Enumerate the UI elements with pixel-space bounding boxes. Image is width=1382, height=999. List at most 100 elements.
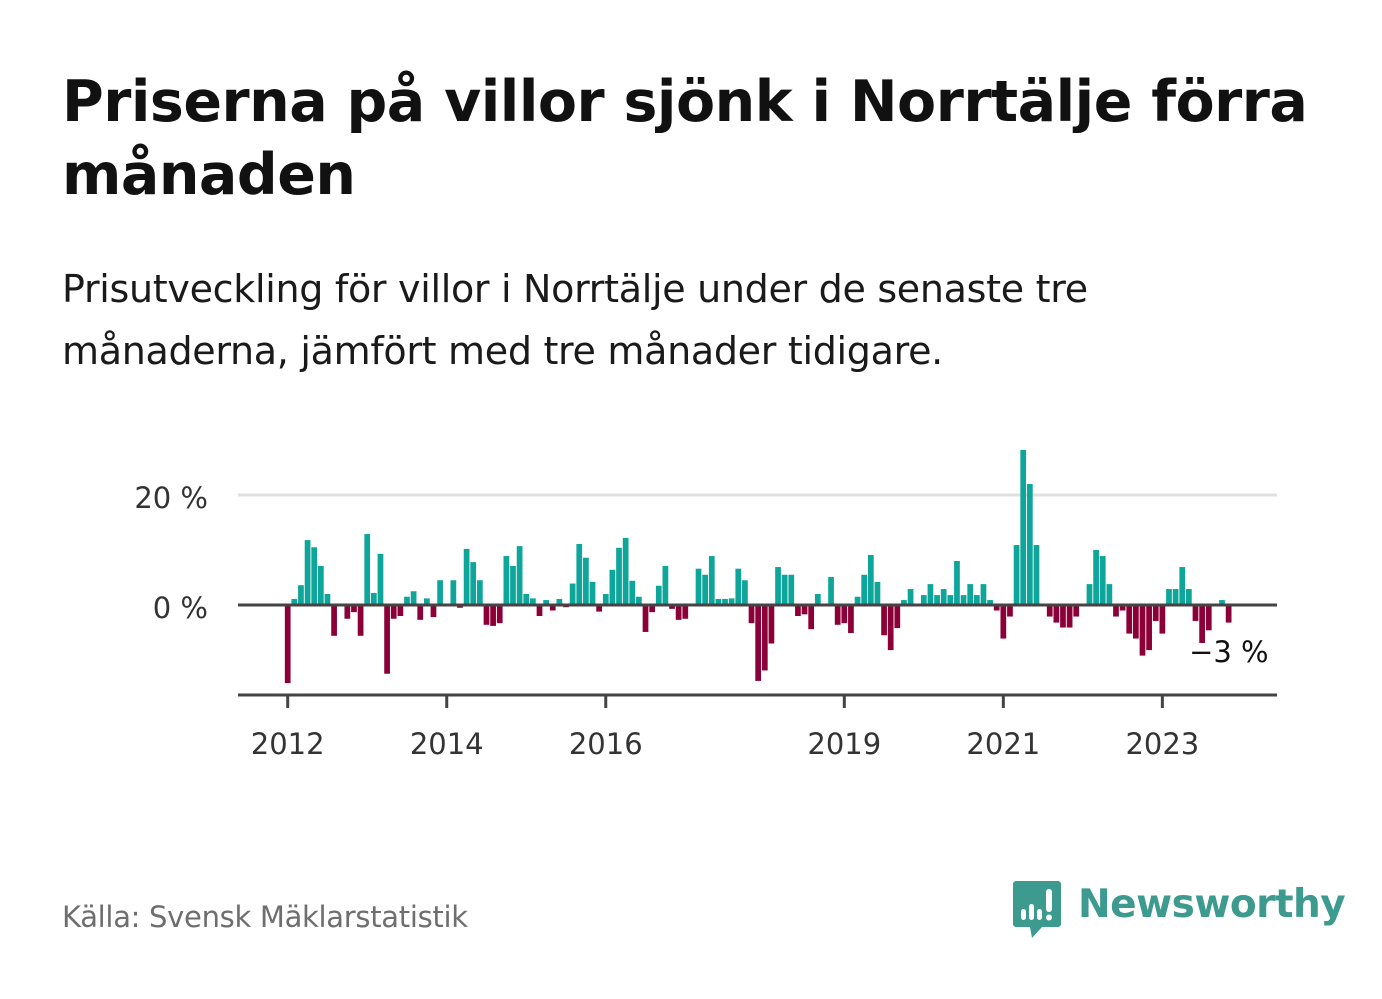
bar	[894, 605, 901, 629]
bar	[1113, 605, 1119, 617]
bar	[589, 581, 596, 605]
bar	[1219, 600, 1225, 605]
bar	[423, 598, 430, 605]
bar	[410, 591, 417, 605]
bar	[291, 598, 298, 605]
x-tick-label: 2016	[569, 727, 643, 761]
bar	[622, 537, 629, 605]
bar	[775, 567, 781, 605]
bar	[887, 605, 894, 651]
bar	[1073, 605, 1080, 617]
bar	[1159, 605, 1166, 634]
bar	[629, 580, 636, 605]
bar	[596, 605, 602, 612]
bar	[881, 605, 887, 636]
bar	[1013, 545, 1020, 605]
source-note: Källa: Svensk Mäklarstatistik	[62, 900, 468, 934]
bar	[669, 605, 675, 609]
x-tick-label: 2023	[1125, 727, 1199, 761]
bar	[1152, 605, 1159, 621]
x-tick-label: 2012	[251, 727, 325, 761]
bar	[1086, 584, 1093, 605]
bar	[351, 605, 357, 613]
bar	[722, 598, 728, 605]
bar	[1179, 567, 1186, 605]
bar	[1093, 550, 1099, 605]
bar	[463, 548, 470, 605]
brand-name: Newsworthy	[1078, 882, 1346, 927]
chart-title: Priserna på villor sjönk i Norrtälje för…	[62, 69, 1308, 208]
bar	[430, 605, 437, 618]
bar	[1205, 605, 1212, 631]
bar	[417, 605, 424, 620]
bar	[828, 576, 834, 605]
bar	[1026, 484, 1033, 605]
bar	[814, 594, 821, 605]
bar	[675, 605, 682, 620]
bar	[1199, 605, 1205, 643]
bar	[795, 605, 801, 616]
bar	[543, 600, 549, 605]
bar	[609, 569, 616, 605]
bar	[1139, 605, 1146, 656]
newsworthy-chart-bubble-icon	[1013, 881, 1061, 938]
bar	[649, 605, 656, 613]
bar	[583, 557, 589, 605]
bar	[1060, 605, 1066, 628]
bar	[702, 574, 709, 605]
y-tick-label: 0 %	[153, 591, 208, 625]
bar	[317, 565, 324, 605]
bar	[940, 589, 947, 605]
bar	[569, 583, 576, 605]
bar	[695, 568, 702, 605]
bar	[1046, 605, 1053, 617]
bar	[483, 605, 490, 625]
bar	[503, 556, 510, 605]
bar	[1066, 605, 1073, 628]
bar	[1053, 605, 1060, 623]
bar	[954, 561, 960, 605]
bar	[516, 546, 523, 605]
bar	[324, 594, 331, 605]
bar	[1007, 605, 1013, 617]
bar	[854, 596, 861, 605]
last-value-label: −3 %	[1189, 635, 1269, 669]
bar	[549, 605, 556, 611]
bar	[973, 595, 980, 605]
bar	[304, 540, 311, 605]
bar	[602, 594, 609, 605]
bar	[1225, 605, 1232, 623]
bar	[344, 605, 351, 619]
bar	[735, 568, 742, 605]
bar	[1133, 605, 1139, 639]
bar	[1000, 605, 1007, 639]
bar	[1033, 545, 1040, 605]
bar	[1020, 449, 1027, 605]
bar	[715, 598, 722, 605]
bar	[987, 600, 993, 605]
bar	[284, 605, 291, 684]
bar	[980, 584, 987, 605]
bar	[841, 605, 848, 624]
bar	[761, 605, 768, 671]
bar	[708, 556, 715, 605]
bar	[490, 605, 496, 626]
bar	[1106, 584, 1113, 605]
bar	[390, 605, 397, 619]
bar	[867, 554, 874, 605]
bar	[874, 581, 881, 605]
x-tick-label: 2021	[966, 727, 1040, 761]
bar	[576, 543, 583, 605]
bar	[331, 605, 337, 636]
bar	[298, 585, 304, 605]
bar	[384, 605, 390, 674]
bar	[397, 605, 404, 616]
bar	[801, 605, 808, 615]
bar	[808, 605, 815, 630]
bar	[934, 595, 940, 605]
bar	[927, 584, 934, 605]
bar	[1119, 605, 1126, 611]
bar	[470, 562, 477, 605]
bar	[662, 565, 669, 605]
